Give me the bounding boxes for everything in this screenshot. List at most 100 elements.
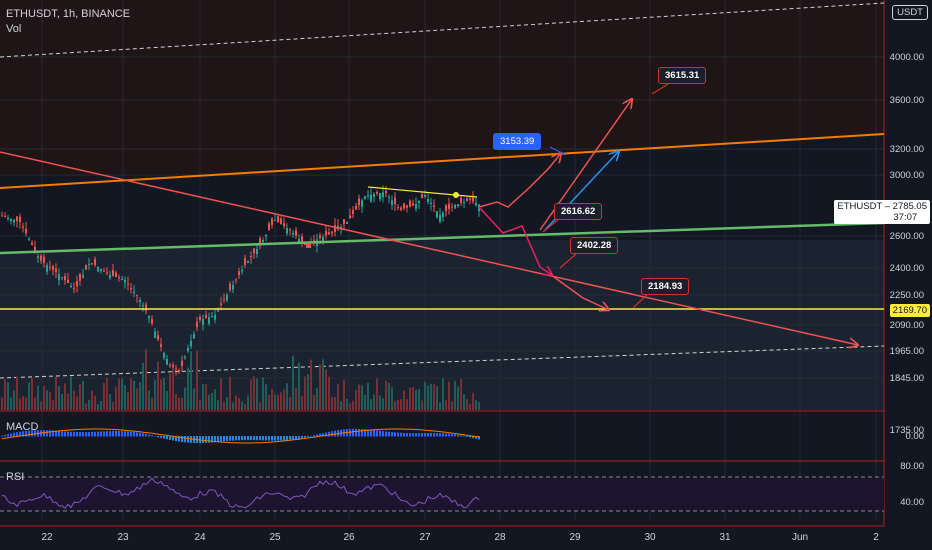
macd-bar: [271, 436, 273, 441]
volume-bar: [70, 376, 72, 410]
volume-bar: [118, 378, 120, 410]
candle-body: [340, 226, 342, 229]
volume-bar: [25, 397, 27, 410]
macd-bar: [397, 432, 399, 437]
candle-body: [247, 261, 249, 263]
macd-bar: [22, 431, 24, 437]
green-support-line: [0, 221, 885, 255]
macd-bar: [418, 433, 420, 437]
red-descending-trendline: [0, 151, 858, 345]
macd-bar: [202, 436, 204, 443]
volume-bar: [55, 376, 57, 410]
volume-bar: [358, 384, 360, 410]
candle-body: [328, 232, 330, 235]
volume-bar: [196, 350, 198, 410]
volume-bar: [145, 349, 147, 410]
volume-bar: [172, 361, 174, 410]
volume-bar: [271, 389, 273, 410]
rsi-line: [1, 477, 480, 510]
volume-bar: [208, 394, 210, 410]
candle-body: [217, 310, 219, 312]
candle-body: [19, 216, 21, 222]
volume-bar: [280, 392, 282, 410]
target-callout-high[interactable]: 3615.31: [658, 67, 707, 84]
candle-body: [70, 286, 72, 288]
volume-bar: [244, 403, 246, 410]
macd-bar: [46, 430, 48, 437]
candle-body: [127, 283, 129, 285]
macd-bar: [256, 436, 258, 441]
target-callout-mid[interactable]: 3153.39: [493, 133, 542, 150]
red-upside-projection: [478, 153, 561, 208]
macd-bar: [148, 434, 150, 437]
macd-bar: [304, 436, 306, 438]
macd-bar: [385, 431, 387, 437]
volume-bar: [325, 369, 327, 410]
macd-bar: [91, 431, 93, 437]
currency-selector[interactable]: USDT: [892, 5, 928, 20]
rsi-label[interactable]: RSI: [6, 471, 25, 483]
volume-bar: [319, 364, 321, 410]
candle-body: [391, 200, 393, 206]
volume-bar: [406, 399, 408, 410]
candle-body: [268, 223, 270, 230]
support-callout-a[interactable]: 2616.62: [554, 203, 603, 220]
symbol-header[interactable]: ETHUSDT, 1h, BINANCE: [6, 8, 131, 20]
macd-bar: [73, 431, 75, 437]
price-axis-label: 3200.00: [889, 144, 924, 155]
macd-bar: [94, 431, 96, 437]
candle-body: [349, 215, 351, 219]
volume-indicator-label[interactable]: Vol: [6, 23, 22, 35]
macd-bar: [61, 431, 63, 437]
macd-bar: [301, 436, 303, 439]
macd-bar: [298, 436, 300, 439]
macd-bar: [238, 436, 240, 441]
candle-body: [274, 220, 276, 221]
candle-body: [133, 292, 135, 293]
candle-body: [280, 218, 282, 224]
macd-bar: [334, 430, 336, 437]
current-symbol: ETHUSDT: [837, 201, 883, 212]
macd-label[interactable]: MACD: [6, 421, 39, 433]
candle-body: [208, 317, 210, 324]
candle-body: [220, 303, 222, 305]
volume-bar: [451, 401, 453, 410]
macd-bar: [328, 431, 330, 437]
volume-bar: [421, 400, 423, 410]
support-callout-b[interactable]: 2402.28: [570, 237, 619, 254]
volume-bar: [61, 393, 63, 410]
macd-bar: [289, 436, 291, 440]
volume-bar: [82, 380, 84, 410]
macd-bar: [28, 430, 30, 437]
macd-bar: [409, 433, 411, 437]
volume-bar: [223, 401, 225, 410]
support-callout-c[interactable]: 2184.93: [641, 278, 690, 295]
candle-body: [319, 235, 321, 238]
candle-body: [76, 281, 78, 287]
macd-bar: [145, 433, 147, 437]
date-label: 2: [873, 532, 879, 543]
candle-body: [415, 204, 417, 209]
candle-body: [187, 348, 189, 352]
macd-bar: [295, 436, 297, 440]
candle-body: [373, 194, 375, 197]
candle-body: [376, 192, 378, 194]
macd-bar: [205, 436, 207, 443]
volume-bar: [4, 379, 6, 410]
level-price-tag: 2169.70: [889, 304, 930, 317]
macd-bar: [142, 433, 144, 437]
candle-body: [382, 192, 384, 198]
candle-body: [364, 196, 366, 199]
macd-bar: [115, 430, 117, 437]
macd-bar: [406, 432, 408, 437]
macd-bar: [187, 436, 189, 443]
candle-body: [475, 203, 477, 206]
macd-bar: [19, 431, 21, 437]
candle-body: [427, 199, 429, 202]
candle-body: [286, 228, 288, 234]
candles: [1, 185, 480, 376]
macd-bar: [244, 436, 246, 441]
candle-body: [151, 319, 153, 324]
candle-body: [358, 198, 360, 205]
